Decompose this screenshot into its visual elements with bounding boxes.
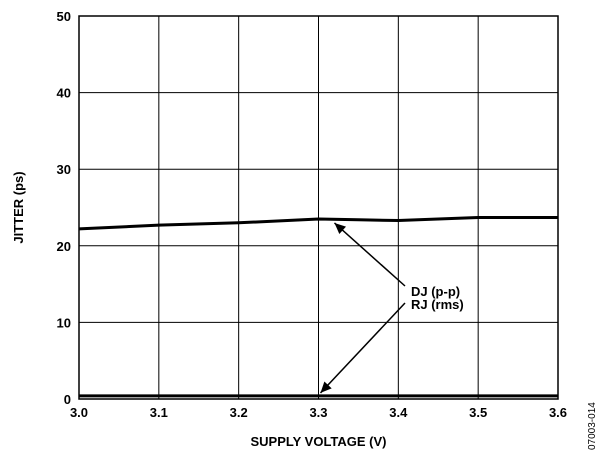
y-tick-label: 20 — [57, 239, 71, 254]
plot-frame — [78, 15, 559, 400]
rj-arrowhead — [320, 381, 332, 393]
grid — [79, 16, 558, 399]
series-line-dj — [78, 216, 558, 231]
y-tick-label: 10 — [57, 315, 71, 330]
annotations: DJ (p-p) RJ (rms) — [319, 222, 464, 394]
x-axis-ticks: 3.0 3.1 3.2 3.3 3.4 3.5 3.6 — [70, 405, 567, 420]
x-axis-label: SUPPLY VOLTAGE (V) — [250, 434, 386, 449]
y-tick-label: 0 — [64, 392, 71, 407]
x-tick-label: 3.1 — [150, 405, 168, 420]
series-layer — [78, 216, 558, 398]
x-tick-label: 3.5 — [469, 405, 487, 420]
y-tick-label: 40 — [57, 86, 71, 101]
dj-arrowhead — [334, 222, 347, 235]
x-tick-label: 3.4 — [389, 405, 408, 420]
y-tick-label: 30 — [57, 162, 71, 177]
x-tick-label: 3.0 — [70, 405, 88, 420]
x-tick-label: 3.6 — [549, 405, 567, 420]
y-axis-ticks: 0 10 20 30 40 50 — [57, 9, 71, 407]
figure-id: 07003-014 — [587, 402, 598, 450]
dj-annotation-label: DJ (p-p) — [411, 284, 460, 299]
x-tick-label: 3.3 — [309, 405, 327, 420]
y-axis-label: JITTER (ps) — [11, 171, 26, 243]
rj-annotation-label: RJ (rms) — [411, 297, 464, 312]
rj-arrow — [319, 302, 406, 394]
dj-arrow — [333, 222, 406, 287]
x-tick-label: 3.2 — [230, 405, 248, 420]
y-tick-label: 50 — [57, 9, 71, 24]
